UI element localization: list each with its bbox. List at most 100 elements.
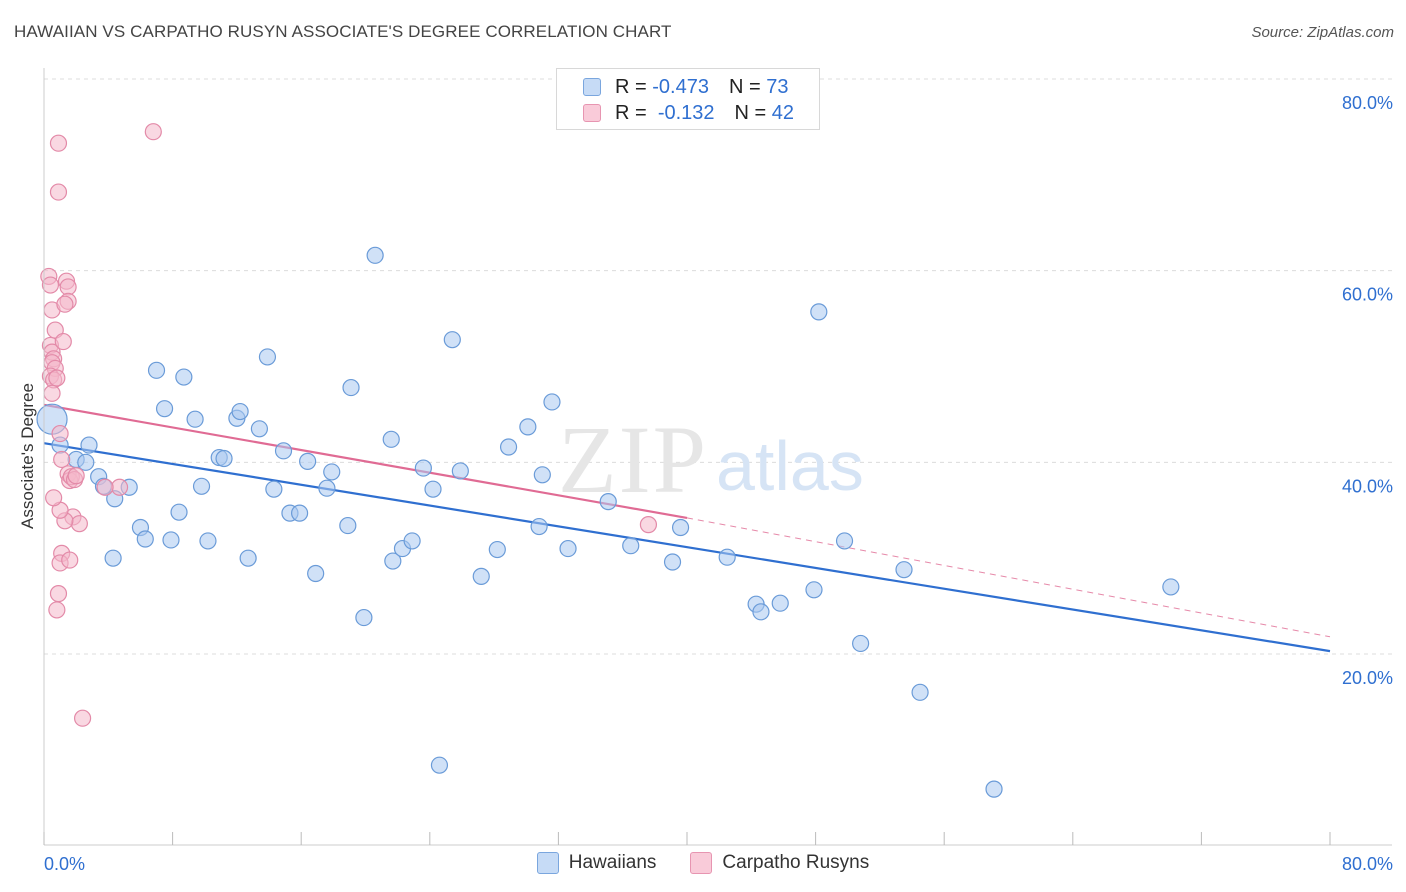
stats-legend: R = -0.473 N = 73 R = -0.132 N = 42 [556, 68, 820, 130]
point-hawaiians [1162, 578, 1180, 596]
point-hawaiians [162, 531, 180, 549]
point-carpatho-rusyns [49, 134, 68, 152]
watermark-zip: ZIP [558, 406, 708, 513]
point-carpatho-rusyns [73, 709, 92, 727]
point-hawaiians [175, 368, 193, 386]
point-hawaiians [835, 532, 854, 550]
point-hawaiians [543, 393, 561, 411]
point-hawaiians [718, 548, 736, 566]
legend-n-label: N = [734, 101, 767, 124]
point-hawaiians [104, 549, 122, 567]
point-carpatho-rusyns [639, 516, 658, 534]
point-hawaiians [451, 462, 469, 480]
point-hawaiians [307, 564, 325, 583]
point-hawaiians [911, 683, 929, 701]
point-hawaiians [342, 378, 360, 397]
point-carpatho-rusyns [59, 278, 77, 296]
legend-swatch-hawaiians [583, 78, 601, 96]
point-hawaiians [366, 246, 384, 264]
series-legend: Hawaiians Carpatho Rusyns [0, 852, 1406, 874]
point-hawaiians [250, 420, 269, 438]
point-hawaiians [852, 634, 870, 653]
point-carpatho-rusyns [54, 332, 72, 351]
point-hawaiians [192, 477, 211, 495]
point-carpatho-rusyns [53, 450, 71, 469]
legend-n-value: 73 [766, 75, 789, 98]
point-hawaiians [424, 480, 442, 498]
series-swatch-hawaiians [536, 852, 559, 874]
point-hawaiians [499, 438, 518, 456]
point-hawaiians [80, 436, 98, 454]
point-carpatho-rusyns [49, 183, 68, 201]
legend-r-label: R = [615, 101, 647, 124]
point-carpatho-rusyns [51, 424, 69, 443]
point-hawaiians [985, 780, 1003, 798]
point-hawaiians [265, 480, 283, 498]
legend-r-value: -0.473 [652, 75, 709, 98]
point-hawaiians [519, 418, 537, 436]
watermark-atlas: atlas [716, 427, 864, 505]
point-hawaiians [472, 567, 490, 585]
point-hawaiians [274, 442, 293, 460]
legend-n-label: N = [728, 75, 761, 98]
trendline-hawaiians [43, 442, 1331, 653]
point-carpatho-rusyns [96, 478, 114, 496]
point-hawaiians [231, 402, 249, 421]
point-hawaiians [810, 303, 828, 321]
point-hawaiians [403, 532, 421, 550]
trendline-carpatho-rusyns-extension [686, 517, 1331, 638]
series-legend-carpatho: Carpatho Rusyns [690, 852, 869, 874]
legend-row-hawaiians: R = -0.473 N = 73 [583, 74, 788, 100]
point-hawaiians [147, 361, 166, 379]
y-tick-label: 60.0% [1342, 285, 1393, 305]
point-hawaiians [170, 503, 188, 521]
y-tick-label: 80.0% [1342, 93, 1393, 113]
point-hawaiians [530, 517, 548, 536]
point-hawaiians [414, 459, 432, 477]
point-hawaiians [805, 581, 823, 599]
point-carpatho-rusyns [48, 601, 66, 619]
point-hawaiians [663, 553, 682, 571]
point-hawaiians [671, 518, 690, 537]
point-hawaiians [258, 348, 277, 366]
point-carpatho-rusyns [70, 515, 88, 533]
point-carpatho-rusyns [144, 123, 162, 141]
series-swatch-carpatho [690, 852, 713, 874]
point-carpatho-rusyns [43, 384, 61, 402]
point-hawaiians [382, 430, 400, 448]
point-carpatho-rusyns [49, 585, 68, 603]
point-hawaiians [599, 493, 617, 511]
point-hawaiians [186, 410, 204, 428]
point-hawaiians [290, 504, 309, 522]
point-hawaiians [239, 549, 257, 567]
legend-r-label: R = [615, 75, 647, 98]
y-axis-label: Associate's Degree [18, 383, 37, 529]
point-hawaiians [559, 539, 577, 558]
legend-r-value: -0.132 [657, 101, 715, 124]
point-hawaiians [323, 463, 341, 481]
point-hawaiians [155, 400, 174, 418]
point-carpatho-rusyns [110, 478, 129, 496]
point-hawaiians [430, 756, 449, 774]
series-name-carpatho: Carpatho Rusyns [722, 852, 870, 873]
point-hawaiians [384, 552, 402, 570]
point-hawaiians [622, 537, 640, 555]
point-carpatho-rusyns [48, 369, 66, 387]
point-hawaiians [752, 603, 770, 621]
legend-n-value: 42 [771, 101, 795, 124]
point-hawaiians [136, 530, 154, 548]
x-tick-label-left: 0.0% [44, 854, 85, 874]
point-carpatho-rusyns [41, 276, 60, 294]
y-tick-label: 40.0% [1342, 476, 1393, 496]
point-hawaiians [318, 479, 336, 497]
point-hawaiians [77, 453, 95, 471]
point-hawaiians [339, 516, 357, 535]
point-hawaiians [215, 449, 233, 468]
point-carpatho-rusyns [61, 551, 79, 569]
point-hawaiians [355, 608, 373, 627]
point-hawaiians [443, 331, 461, 349]
point-hawaiians [533, 466, 551, 484]
series-name-hawaiians: Hawaiians [568, 852, 657, 873]
chart-title: HAWAIIAN VS CARPATHO RUSYN ASSOCIATE'S D… [14, 22, 672, 41]
